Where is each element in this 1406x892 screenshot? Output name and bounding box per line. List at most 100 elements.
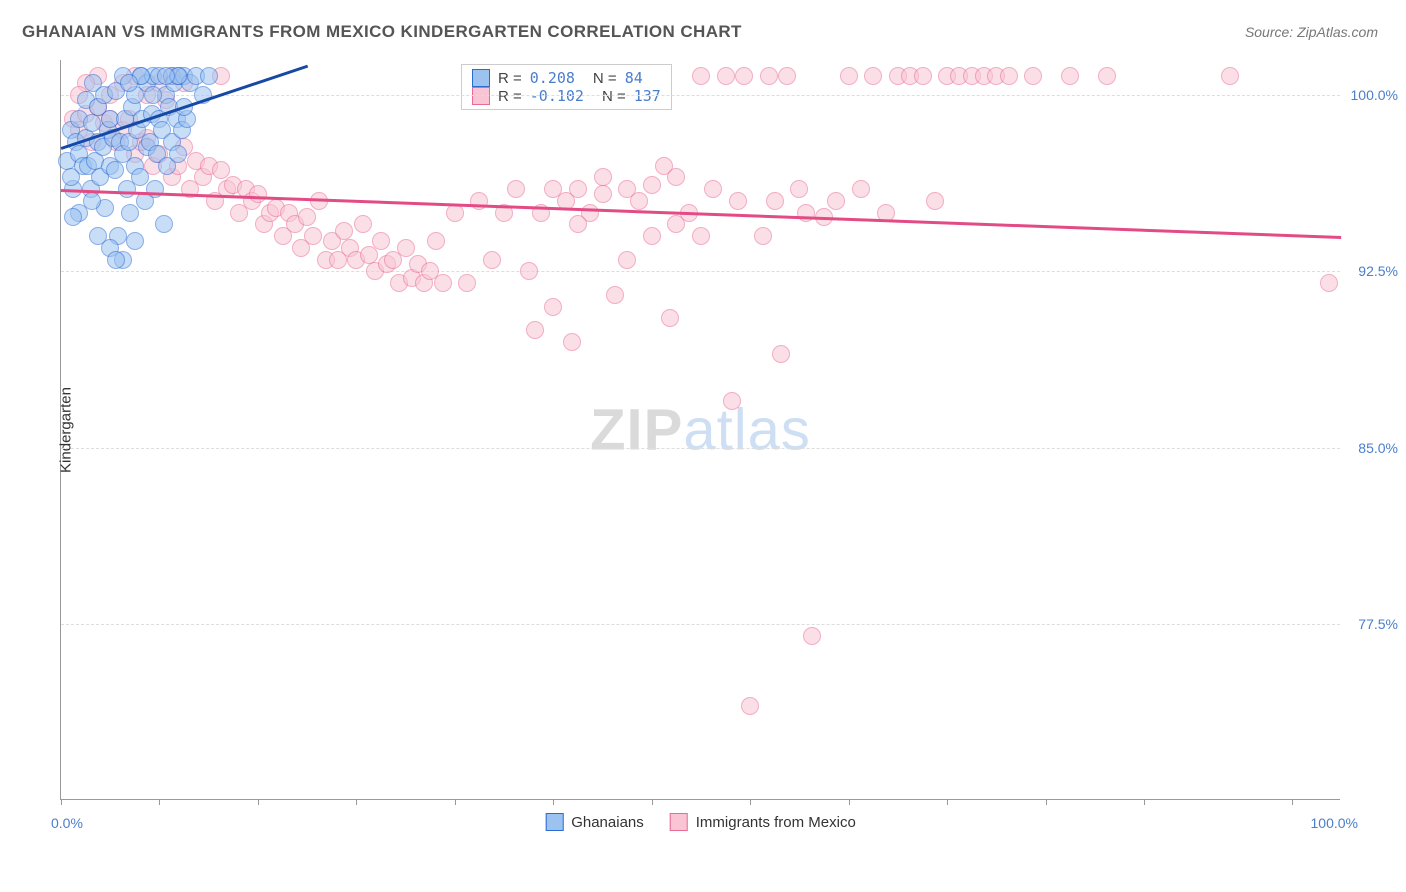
- data-point-mexico: [790, 180, 808, 198]
- data-point-mexico: [840, 67, 858, 85]
- watermark: ZIPatlas: [590, 396, 811, 463]
- data-point-mexico: [483, 251, 501, 269]
- data-point-mexico: [741, 697, 759, 715]
- data-point-mexico: [704, 180, 722, 198]
- x-tick-mark: [356, 799, 357, 805]
- correlation-legend: R = 0.208 N = 84 R = -0.102 N = 137: [461, 64, 672, 110]
- data-point-mexico: [827, 192, 845, 210]
- x-tick-mark: [61, 799, 62, 805]
- source-attribution: Source: ZipAtlas.com: [1245, 24, 1378, 40]
- data-point-mexico: [354, 215, 372, 233]
- data-point-mexico: [520, 262, 538, 280]
- x-tick-mark: [849, 799, 850, 805]
- y-tick-label: 100.0%: [1351, 87, 1398, 103]
- correlation-legend-row-ghanaian: R = 0.208 N = 84: [472, 69, 661, 87]
- data-point-mexico: [772, 345, 790, 363]
- y-axis-title: Kindergarten: [57, 387, 74, 473]
- data-point-mexico: [434, 274, 452, 292]
- data-point-ghanaian: [120, 74, 138, 92]
- x-tick-mark: [455, 799, 456, 805]
- x-tick-mark: [1292, 799, 1293, 805]
- data-point-mexico: [643, 227, 661, 245]
- data-point-mexico: [803, 627, 821, 645]
- data-point-mexico: [397, 239, 415, 257]
- legend-item-ghanaian: Ghanaians: [545, 813, 644, 831]
- gridline: [61, 95, 1340, 96]
- data-point-mexico: [458, 274, 476, 292]
- data-point-mexico: [446, 204, 464, 222]
- data-point-ghanaian: [107, 251, 125, 269]
- data-point-mexico: [1061, 67, 1079, 85]
- data-point-mexico: [926, 192, 944, 210]
- data-point-mexico: [735, 67, 753, 85]
- data-point-mexico: [372, 232, 390, 250]
- x-tick-mark: [258, 799, 259, 805]
- y-tick-label: 85.0%: [1358, 440, 1398, 456]
- data-point-mexico: [544, 180, 562, 198]
- x-tick-mark: [947, 799, 948, 805]
- x-tick-mark: [1144, 799, 1145, 805]
- data-point-mexico: [692, 227, 710, 245]
- data-point-mexico: [766, 192, 784, 210]
- x-axis-label-max: 100.0%: [1311, 815, 1358, 831]
- data-point-mexico: [864, 67, 882, 85]
- gridline: [61, 448, 1340, 449]
- data-point-ghanaian: [126, 232, 144, 250]
- data-point-mexico: [723, 392, 741, 410]
- chart-container: GHANAIAN VS IMMIGRANTS FROM MEXICO KINDE…: [0, 0, 1406, 892]
- watermark-zip: ZIP: [590, 397, 683, 462]
- data-point-ghanaian: [200, 67, 218, 85]
- data-point-mexico: [778, 67, 796, 85]
- mexico-label: Immigrants from Mexico: [696, 814, 856, 831]
- x-tick-mark: [1046, 799, 1047, 805]
- data-point-mexico: [692, 67, 710, 85]
- ghanaian-r-value: 0.208: [530, 69, 575, 87]
- watermark-atlas: atlas: [683, 397, 811, 462]
- data-point-mexico: [298, 208, 316, 226]
- data-point-mexico: [618, 251, 636, 269]
- data-point-mexico: [427, 232, 445, 250]
- data-point-mexico: [643, 176, 661, 194]
- data-point-mexico: [760, 67, 778, 85]
- data-point-mexico: [304, 227, 322, 245]
- gridline: [61, 624, 1340, 625]
- data-point-mexico: [667, 215, 685, 233]
- data-point-ghanaian: [146, 180, 164, 198]
- x-tick-mark: [553, 799, 554, 805]
- data-point-mexico: [594, 168, 612, 186]
- data-point-mexico: [569, 180, 587, 198]
- y-tick-label: 92.5%: [1358, 263, 1398, 279]
- ghanaian-n-value: 84: [625, 69, 643, 87]
- data-point-mexico: [569, 215, 587, 233]
- data-point-ghanaian: [64, 208, 82, 226]
- data-point-mexico: [470, 192, 488, 210]
- data-point-mexico: [1320, 274, 1338, 292]
- data-point-mexico: [335, 222, 353, 240]
- legend-item-mexico: Immigrants from Mexico: [670, 813, 856, 831]
- data-point-mexico: [1221, 67, 1239, 85]
- data-point-mexico: [507, 180, 525, 198]
- data-point-mexico: [1024, 67, 1042, 85]
- data-point-mexico: [1000, 67, 1018, 85]
- data-point-mexico: [249, 185, 267, 203]
- data-point-mexico: [667, 168, 685, 186]
- data-point-mexico: [754, 227, 772, 245]
- data-point-mexico: [729, 192, 747, 210]
- data-point-ghanaian: [157, 67, 175, 85]
- data-point-ghanaian: [155, 215, 173, 233]
- data-point-ghanaian: [106, 161, 124, 179]
- data-point-mexico: [717, 67, 735, 85]
- data-point-ghanaian: [169, 145, 187, 163]
- x-tick-mark: [652, 799, 653, 805]
- data-point-ghanaian: [144, 86, 162, 104]
- data-point-mexico: [630, 192, 648, 210]
- data-point-ghanaian: [62, 168, 80, 186]
- n-label: N =: [593, 70, 617, 87]
- ghanaian-label: Ghanaians: [571, 814, 644, 831]
- series-legend: Ghanaians Immigrants from Mexico: [545, 813, 856, 831]
- data-point-mexico: [914, 67, 932, 85]
- data-point-mexico: [563, 333, 581, 351]
- mexico-swatch-icon: [670, 813, 688, 831]
- x-tick-mark: [750, 799, 751, 805]
- ghanaian-swatch-icon: [545, 813, 563, 831]
